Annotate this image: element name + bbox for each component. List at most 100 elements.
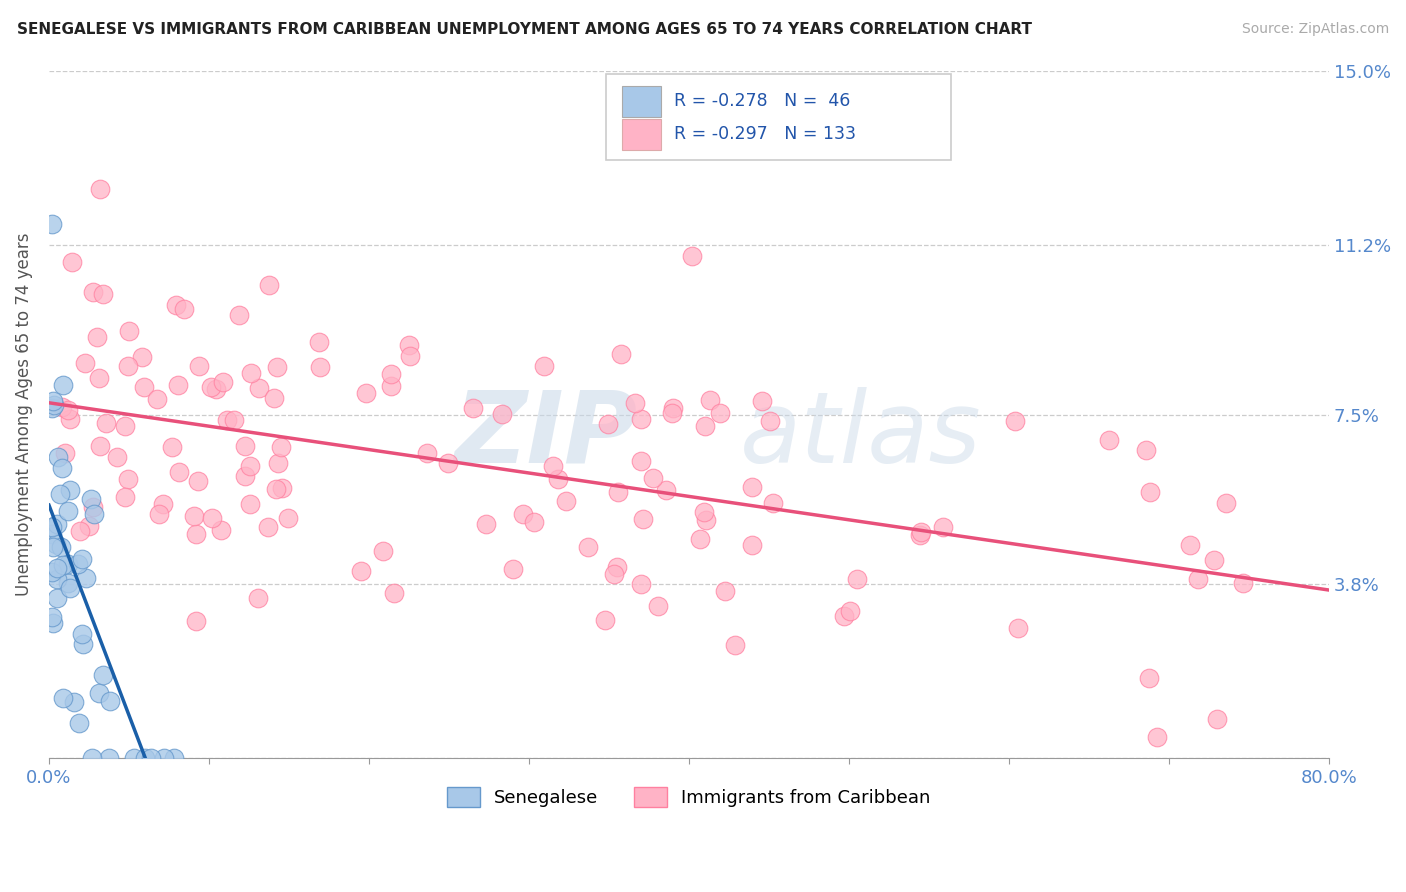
Point [41, 615, 63, 630]
Point [398, 338, 420, 352]
Point [72, 551, 94, 566]
Point [1098, 433, 1121, 447]
Point [533, 359, 555, 374]
Point [46, 516, 69, 531]
Point [124, 751, 146, 765]
Point [593, 613, 616, 627]
Point [239, 458, 262, 473]
Point [201, 510, 224, 524]
Point [602, 566, 624, 581]
Point [166, 377, 188, 392]
Point [82, 500, 104, 515]
Point [105, 450, 128, 464]
Point [724, 638, 747, 652]
Point [139, 751, 162, 765]
Point [146, 392, 169, 406]
Point [183, 509, 205, 524]
Point [114, 419, 136, 434]
Point [247, 381, 270, 395]
Point [70, 626, 93, 640]
Point [118, 324, 141, 338]
Point [759, 414, 782, 428]
Point [82, 285, 104, 300]
FancyBboxPatch shape [606, 75, 952, 161]
Point [184, 614, 207, 628]
Text: R = -0.297   N = 133: R = -0.297 N = 133 [673, 125, 856, 144]
Point [56, 576, 79, 591]
Point [932, 519, 955, 533]
Point [257, 520, 280, 534]
Point [89, 439, 111, 453]
Text: R = -0.278   N =  46: R = -0.278 N = 46 [673, 92, 851, 110]
Point [654, 483, 676, 497]
Point [266, 360, 288, 375]
Point [1146, 731, 1168, 745]
Point [59, 412, 82, 426]
Bar [623, 120, 661, 150]
Point [1232, 576, 1254, 591]
Point [1004, 414, 1026, 428]
Point [89, 371, 111, 385]
Point [62, 695, 84, 709]
Point [75, 356, 97, 370]
Point [117, 472, 139, 486]
Point [153, 751, 176, 765]
Point [86, 330, 108, 344]
Point [228, 308, 250, 322]
Point [512, 507, 534, 521]
Point [606, 559, 628, 574]
Point [51, 461, 73, 475]
Point [45, 591, 67, 606]
Point [209, 524, 232, 538]
Point [1215, 496, 1237, 510]
Point [463, 401, 485, 415]
Point [695, 513, 717, 527]
Point [41, 217, 63, 231]
Point [751, 393, 773, 408]
Point [42, 541, 65, 555]
Point [212, 375, 235, 389]
Point [41, 527, 63, 541]
Bar [623, 87, 661, 117]
Point [271, 481, 294, 495]
Point [741, 538, 763, 552]
Point [82, 751, 104, 765]
Point [59, 581, 82, 595]
Y-axis label: Unemployment Among Ages 65 to 74 years: Unemployment Among Ages 65 to 74 years [15, 233, 32, 597]
Point [647, 599, 669, 613]
Point [356, 385, 378, 400]
Point [474, 517, 496, 532]
Point [689, 532, 711, 546]
Point [48, 450, 70, 464]
Point [709, 406, 731, 420]
Point [186, 527, 208, 541]
Point [1206, 713, 1229, 727]
Point [846, 573, 869, 587]
Point [187, 359, 209, 373]
Point [631, 511, 654, 525]
Point [541, 458, 564, 473]
Point [259, 277, 281, 292]
Point [576, 540, 599, 554]
Point [547, 472, 569, 486]
Text: SENEGALESE VS IMMIGRANTS FROM CARIBBEAN UNEMPLOYMENT AMONG AGES 65 TO 74 YEARS C: SENEGALESE VS IMMIGRANTS FROM CARIBBEAN … [17, 22, 1032, 37]
Text: Source: ZipAtlas.com: Source: ZipAtlas.com [1241, 22, 1389, 37]
Point [838, 604, 860, 618]
Point [79, 492, 101, 507]
Legend: Senegalese, Immigrants from Caribbean: Senegalese, Immigrants from Caribbean [440, 780, 938, 814]
Point [1178, 538, 1201, 552]
Point [266, 456, 288, 470]
Point [91, 667, 114, 681]
Point [1139, 485, 1161, 500]
Point [502, 561, 524, 575]
Point [41, 610, 63, 624]
Point [693, 505, 716, 519]
Point [215, 413, 238, 427]
Point [630, 453, 652, 467]
Point [741, 480, 763, 494]
Point [163, 751, 186, 765]
Point [263, 391, 285, 405]
Point [51, 540, 73, 554]
Point [72, 637, 94, 651]
Point [630, 412, 652, 426]
